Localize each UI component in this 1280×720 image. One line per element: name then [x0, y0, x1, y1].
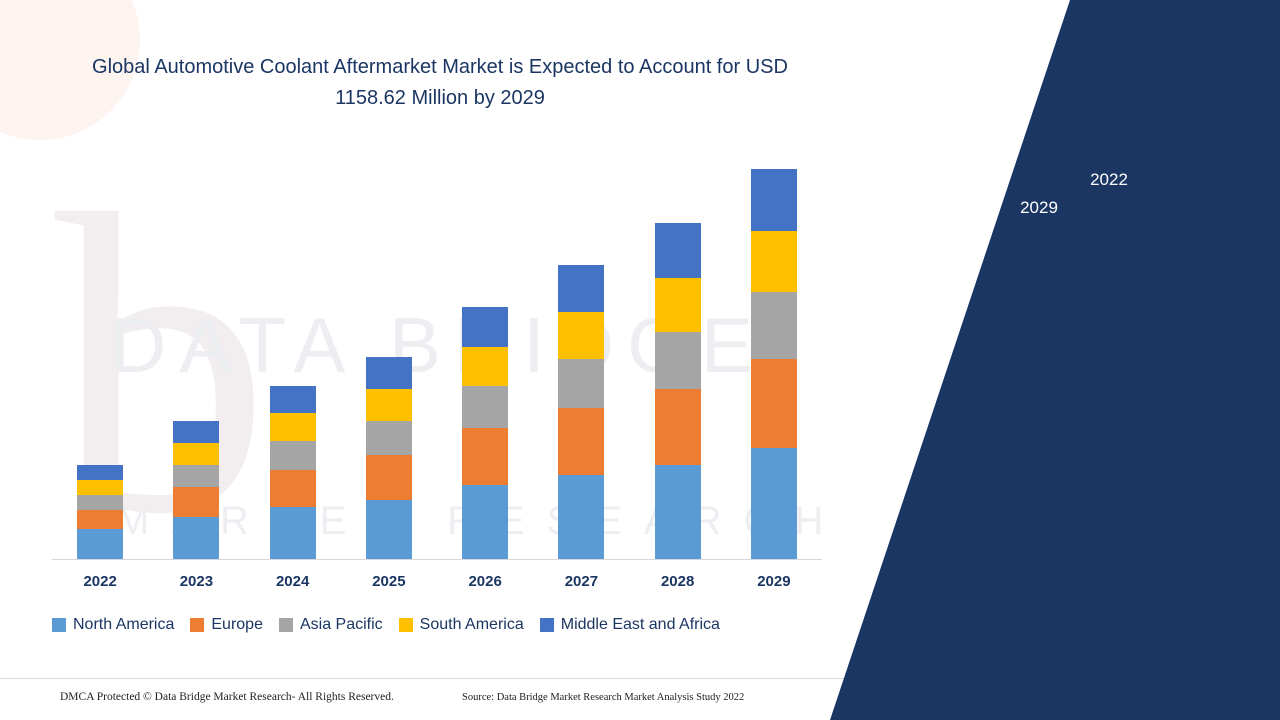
bar-column-2026: [462, 307, 509, 559]
chart-panel: b DATA BRIDGE MARKET RESEARCH Global Aut…: [0, 0, 880, 720]
bar-segment: [77, 494, 124, 510]
x-tick-2022: 2022: [83, 572, 117, 590]
legend-swatch-icon: [52, 618, 66, 632]
bar-segment: [750, 359, 797, 448]
bar-segment: [654, 331, 701, 389]
x-tick-2026: 2026: [468, 572, 502, 590]
bar-segment: [462, 428, 509, 485]
dmca-notice: DMCA Protected © Data Bridge Market Rese…: [60, 691, 394, 703]
bar-segment: [269, 507, 316, 559]
bar-segment: [558, 475, 605, 559]
bar-segment: [654, 223, 701, 278]
bar-column-2029: [750, 169, 797, 559]
legend-swatch-icon: [278, 618, 293, 632]
legend-label: Middle East and Africa: [560, 616, 720, 633]
bar-segment: [462, 386, 509, 429]
legend-label: South America: [419, 616, 524, 633]
x-tick-2025: 2025: [372, 572, 406, 590]
legend-swatch-icon: [190, 618, 205, 632]
bar-segment: [462, 484, 509, 559]
bar-segment: [365, 499, 412, 559]
bar-segment: [173, 465, 220, 488]
legend-swatch-icon: [539, 618, 554, 632]
bar-segment: [654, 465, 701, 559]
bar-segment: [77, 480, 124, 495]
bar-segment: [750, 169, 797, 231]
bar-segment: [173, 517, 220, 559]
stacked-bar-chart: [52, 160, 822, 560]
legend-label: North America: [73, 616, 175, 633]
bar-segment: [750, 230, 797, 293]
bar-segment: [558, 312, 605, 360]
footer: DMCA Protected © Data Bridge Market Rese…: [0, 678, 880, 720]
bar-segment: [462, 307, 509, 347]
bar-segment: [269, 386, 316, 414]
bar-segment: [77, 465, 124, 481]
x-tick-2027: 2027: [564, 572, 599, 590]
x-tick-2023: 2023: [179, 572, 214, 590]
chart-plot-area: [52, 160, 822, 560]
bar-column-2025: [365, 356, 412, 559]
bar-segment: [750, 292, 797, 360]
page-title: Global Automotive Coolant Aftermarket Ma…: [92, 56, 788, 109]
bar-segment: [269, 413, 316, 441]
legend-label: Europe: [211, 616, 263, 633]
bar-segment: [77, 529, 124, 559]
bar-segment: [558, 359, 605, 409]
bar-segment: [269, 440, 316, 471]
legend-item[interactable]: Middle East and Africa: [539, 616, 720, 634]
bar-column-2023: [173, 420, 220, 559]
chart-legend: North America Europe Asia Pacific South Ame…: [52, 612, 832, 638]
bar-segment: [365, 388, 412, 421]
bar-column-2022: [77, 465, 124, 559]
bar-segment: [365, 455, 412, 500]
bar-segment: [173, 487, 220, 518]
hexagon-2029-label: 2029: [1020, 198, 1058, 217]
x-tick-2029: 2029: [757, 572, 791, 590]
legend-label: Asia Pacific: [299, 616, 383, 633]
bar-segment: [462, 346, 509, 387]
bar-segment: [77, 509, 124, 530]
legend-item[interactable]: Asia Pacific: [278, 616, 383, 634]
x-tick-2024: 2024: [275, 572, 310, 590]
bar-segment: [269, 470, 316, 508]
bar-segment: [173, 420, 220, 444]
bar-column-2027: [558, 265, 605, 559]
hexagon-2022-label: 2022: [1090, 170, 1128, 189]
x-tick-2028: 2028: [660, 572, 695, 590]
legend-swatch-icon: [398, 618, 413, 632]
bar-segment: [365, 356, 412, 389]
bar-segment: [750, 447, 797, 559]
bar-segment: [654, 388, 701, 466]
bar-column-2028: [654, 223, 701, 559]
legend-item[interactable]: South America: [398, 616, 524, 634]
bar-segment: [558, 265, 605, 313]
source-note: Source: Data Bridge Market Research Mark…: [462, 692, 745, 703]
bar-segment: [654, 277, 701, 332]
legend-item[interactable]: North America: [52, 616, 174, 634]
legend-item[interactable]: Europe: [190, 616, 263, 634]
watermark-line1: DATA BRIDGE: [110, 301, 766, 389]
bar-segment: [558, 408, 605, 476]
bar-column-2024: [269, 386, 316, 559]
x-axis-ticks: 2022 2023 2024 2025 2026 2027 2028 2029: [52, 566, 822, 596]
bar-segment: [365, 420, 412, 456]
bar-segment: [173, 443, 220, 466]
